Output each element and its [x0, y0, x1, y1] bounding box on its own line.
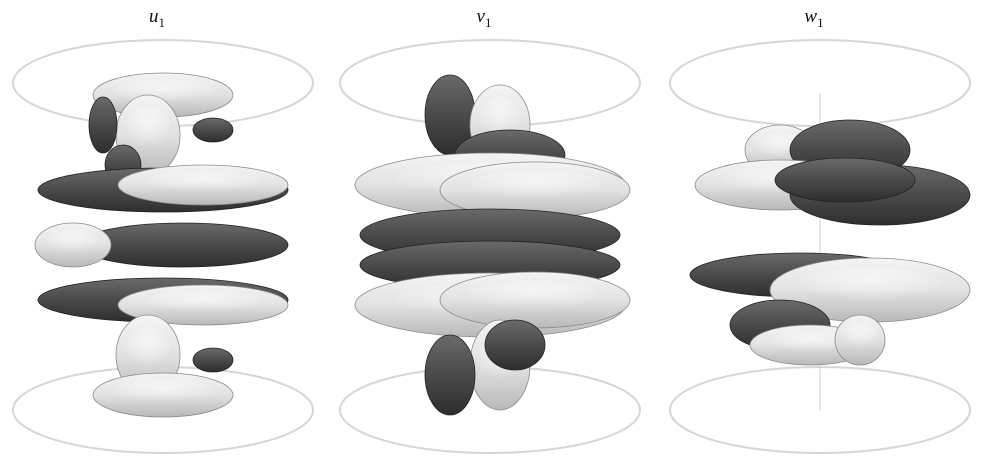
isosurface [89, 97, 117, 153]
panel-subscript: 1 [817, 15, 824, 30]
highlight [469, 280, 602, 308]
highlight [114, 80, 212, 102]
isosurface [193, 348, 233, 372]
panel-subscript: 1 [485, 15, 492, 30]
highlight [114, 380, 212, 402]
panel: w1 [670, 6, 970, 453]
isosurface [775, 158, 915, 202]
panel-label: w1 [804, 6, 823, 30]
panel-symbol: u [149, 6, 159, 27]
panel-label: v1 [477, 6, 492, 30]
figure: u1v1w1 [0, 0, 984, 457]
panel: v1 [340, 6, 640, 453]
isosurface [425, 335, 475, 415]
panel: u1 [13, 6, 313, 453]
page: {"figure": {"panels": [ {"symbol": "u", … [0, 0, 984, 457]
highlight [469, 170, 602, 198]
highlight [126, 107, 171, 147]
highlight [126, 327, 171, 367]
isosurface [485, 320, 545, 370]
isosurface [193, 118, 233, 142]
highlight [843, 323, 878, 348]
highlight [144, 291, 263, 311]
highlight [144, 171, 263, 191]
highlight [46, 230, 99, 252]
panel-label: u1 [149, 6, 165, 30]
panel-subscript: 1 [159, 15, 166, 30]
panel-symbol: w [804, 6, 817, 27]
highlight [800, 268, 940, 300]
